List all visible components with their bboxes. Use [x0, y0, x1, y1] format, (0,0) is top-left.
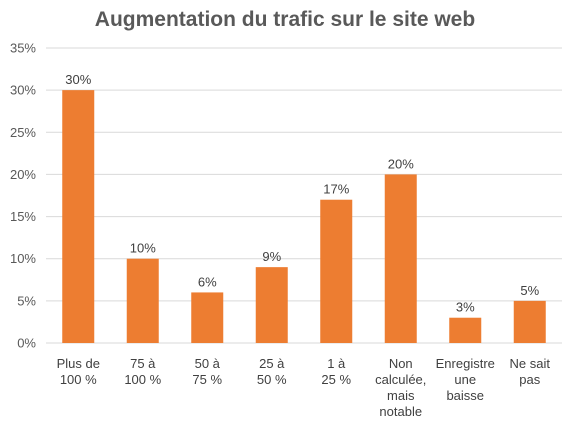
- y-tick-label: 30%: [10, 83, 36, 98]
- data-label: 10%: [130, 241, 156, 256]
- bar: [449, 317, 482, 343]
- data-label: 3%: [456, 300, 475, 315]
- y-tick-label: 35%: [10, 41, 36, 56]
- category-label: Plus de 100 %: [57, 356, 100, 387]
- bar: [384, 174, 417, 343]
- chart-title: Augmentation du trafic sur le site web: [94, 8, 476, 31]
- y-tick-label: 0%: [17, 336, 36, 351]
- data-label: 20%: [388, 156, 414, 171]
- category-label: Enregistre une baisse: [436, 356, 495, 403]
- y-tick-label: 10%: [10, 251, 36, 266]
- category-label: Non calculée, mais notable: [375, 356, 426, 419]
- data-label: 9%: [262, 249, 281, 264]
- bar: [191, 292, 224, 343]
- bar: [320, 199, 353, 343]
- bar: [126, 258, 159, 343]
- y-tick-label: 15%: [10, 209, 36, 224]
- bar: [62, 90, 95, 344]
- category-label: 50 à 75 %: [192, 356, 222, 387]
- y-tick-label: 20%: [10, 167, 36, 182]
- data-label: 5%: [520, 283, 539, 298]
- bar: [255, 267, 288, 343]
- data-label: 30%: [65, 72, 91, 87]
- bar: [513, 300, 546, 343]
- category-label: 75 à 100 %: [124, 356, 161, 387]
- category-label: 1 à 25 %: [321, 356, 351, 387]
- category-label: Ne sait pas: [510, 356, 551, 387]
- y-tick-label: 25%: [10, 125, 36, 140]
- data-label: 6%: [198, 274, 217, 289]
- data-label: 17%: [323, 182, 349, 197]
- y-tick-label: 5%: [17, 293, 36, 308]
- category-label: 25 à 50 %: [257, 356, 287, 387]
